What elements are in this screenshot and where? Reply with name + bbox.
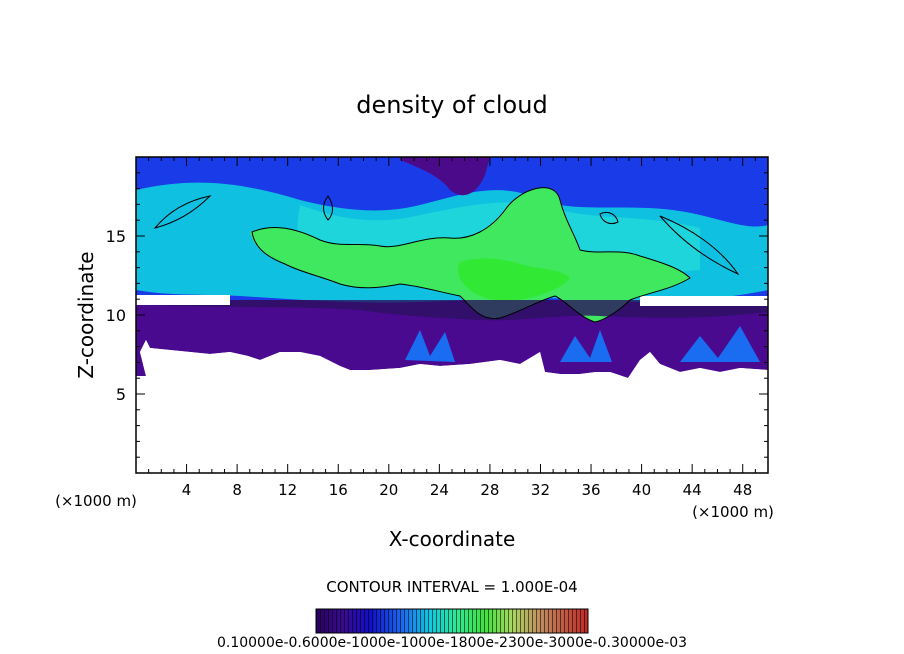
contour-4	[323, 195, 333, 221]
field-spikes-1	[405, 330, 455, 362]
x-unit-right: (×1000 m)	[692, 503, 774, 521]
y-tick-label: 10	[106, 306, 126, 325]
contour-3	[659, 215, 740, 276]
colorbar-frame	[315, 608, 589, 634]
x-unit-left: (×1000 m)	[55, 492, 137, 510]
contour-1	[251, 187, 691, 323]
x-tick-label: 20	[379, 481, 398, 499]
y-tick-label: 5	[116, 385, 126, 404]
contour-interval-note: CONTOUR INTERVAL = 1.000E-04	[326, 578, 577, 596]
field-clear-air	[136, 340, 768, 473]
x-tick-label: 8	[232, 481, 242, 499]
x-axis-label: X-coordinate	[389, 527, 516, 551]
contour-5	[599, 211, 619, 225]
y-tick-label: 15	[106, 227, 126, 246]
colorbar-stripes	[316, 609, 588, 633]
x-tick-label: 24	[430, 481, 449, 499]
contour-2	[153, 195, 212, 229]
field-layer-green	[250, 187, 690, 322]
x-tick-label: 12	[278, 481, 297, 499]
field-layer-green-bright	[458, 258, 570, 302]
chart-title: density of cloud	[356, 91, 547, 119]
y-axis: 5 10 15	[106, 172, 768, 458]
field-gap-2	[640, 296, 768, 306]
x-tick-label: 36	[581, 481, 600, 499]
y-axis-label: Z-coordinate	[74, 251, 98, 378]
x-tick-label: 48	[733, 481, 752, 499]
colorbar-labels: 0.10000e-0.6000e-1000e-1000e-1800e-2300e…	[217, 635, 687, 651]
field-spikes-2	[560, 330, 612, 362]
x-tick-label: 40	[632, 481, 651, 499]
field-gap-1	[136, 295, 230, 305]
field-spikes-3	[680, 326, 760, 362]
x-tick-label: 32	[531, 481, 550, 499]
x-tick-label: 28	[480, 481, 499, 499]
x-tick-label: 4	[182, 481, 192, 499]
x-tick-label: 44	[683, 481, 702, 499]
field-pocket-dark-1	[400, 157, 490, 196]
colorbar	[315, 608, 589, 634]
x-tick-label: 16	[329, 481, 348, 499]
cloud-density-field	[136, 157, 768, 473]
contour-lines	[153, 187, 740, 323]
x-axis: 4 8 12 16 20 24 28 32 36 40 44 48	[148, 157, 756, 499]
